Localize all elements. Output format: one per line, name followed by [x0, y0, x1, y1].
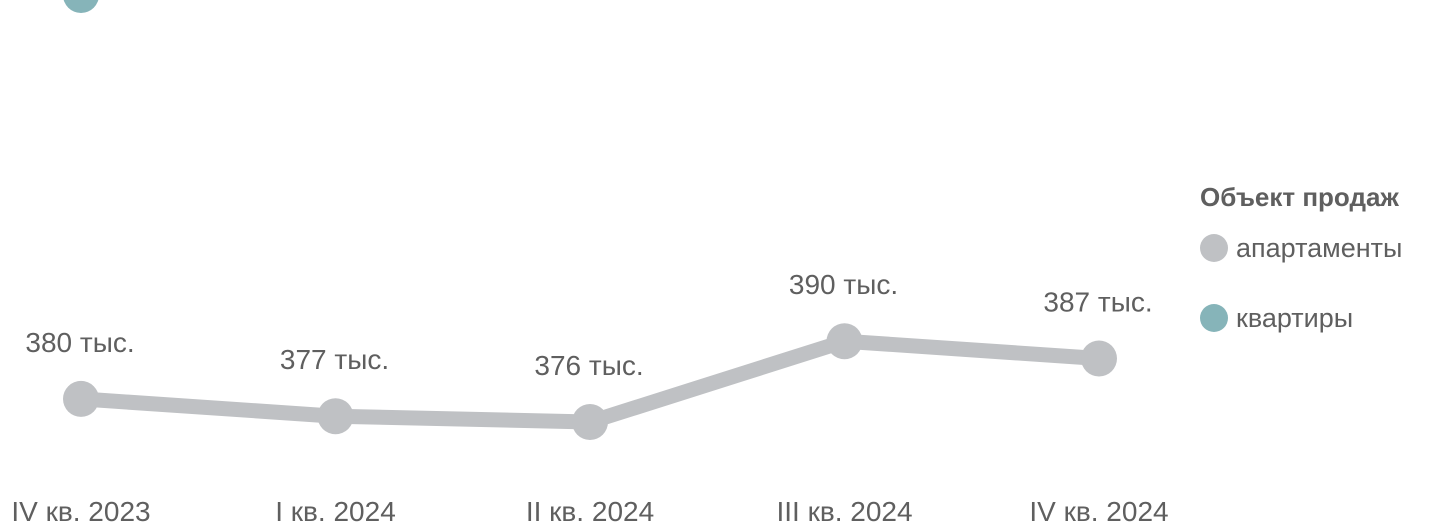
- data-point-apartments: [572, 404, 608, 440]
- data-label-apartments: 380 тыс.: [25, 327, 134, 358]
- legend: Объект продаж апартаменты квартиры: [1200, 182, 1432, 371]
- data-labels: 450 тыс.468 тыс.487 тыс.486 тыс.473 тыс.…: [25, 269, 1152, 381]
- x-tick-label: IV кв. 2023: [11, 496, 150, 527]
- data-point-apartments: [1081, 340, 1117, 377]
- x-tick-label: IV кв. 2024: [1029, 496, 1168, 527]
- series-points: [63, 0, 1117, 440]
- legend-swatch-apartments: [1200, 234, 1228, 262]
- legend-label-apartments: апартаменты: [1236, 232, 1403, 263]
- x-tick-label: III кв. 2024: [776, 496, 912, 527]
- legend-item-flats: квартиры: [1200, 301, 1432, 335]
- data-point-apartments: [826, 323, 863, 360]
- data-label-apartments: 376 тыс.: [534, 350, 643, 381]
- x-axis-tick-labels: IV кв. 2023 I кв. 2024 II кв. 2024 III кв. …: [11, 496, 1168, 527]
- data-label-apartments: 387 тыс.: [1043, 287, 1152, 318]
- data-label-apartments: 377 тыс.: [280, 344, 389, 375]
- data-point-flats: [63, 0, 99, 14]
- legend-item-apartments: апартаменты: [1200, 231, 1432, 265]
- x-tick-label: I кв. 2024: [275, 496, 396, 527]
- legend-swatch-flats: [1200, 304, 1228, 332]
- data-label-apartments: 390 тыс.: [789, 269, 898, 300]
- legend-label-flats: квартиры: [1236, 302, 1354, 333]
- data-point-apartments: [317, 398, 354, 435]
- x-tick-label: II кв. 2024: [526, 496, 654, 527]
- legend-title: Объект продаж: [1200, 182, 1399, 212]
- data-point-apartments: [63, 380, 99, 417]
